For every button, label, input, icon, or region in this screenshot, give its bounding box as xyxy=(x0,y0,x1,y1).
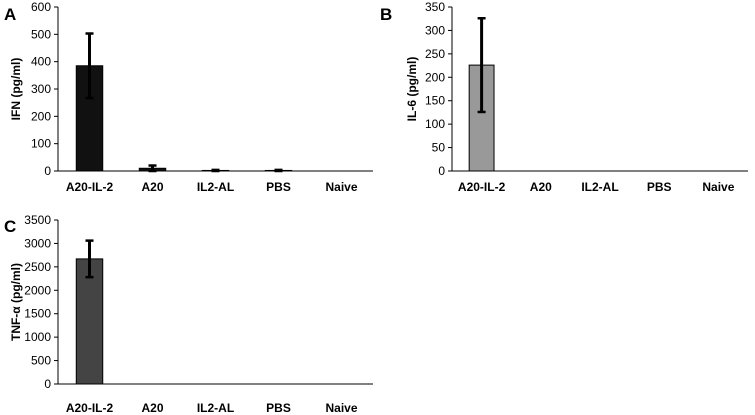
chart-panel-c: C TNF-α (pg/ml) 0 500 1000 1500 2000 2500 3000 35… xyxy=(4,213,373,415)
bar xyxy=(75,258,104,385)
x-category-label: A20-IL-2 xyxy=(66,180,114,194)
y-tick-label: 400 xyxy=(31,55,51,69)
y-tick-label: 350 xyxy=(425,0,445,14)
y-tick-label: 200 xyxy=(425,70,445,84)
y-axis-title: IFN (pg/ml) xyxy=(9,58,23,121)
bar xyxy=(468,64,495,172)
x-category-label: A20 xyxy=(141,180,163,194)
panel-letter: B xyxy=(380,5,392,24)
y-tick-label: 1500 xyxy=(24,307,51,321)
y-tick-label: 500 xyxy=(31,27,51,41)
x-category-label: PBS xyxy=(266,180,291,194)
y-tick-label: 100 xyxy=(425,117,445,131)
y-tick-label: 100 xyxy=(31,137,51,151)
chart-panel-b: B IL-6 (pg/ml) 0 50 100 150 200 250 300 350 A20-IL… xyxy=(380,0,748,194)
x-category-label: IL2-AL xyxy=(581,180,618,194)
x-category-label: Naive xyxy=(325,180,357,194)
y-tick-label: 300 xyxy=(425,23,445,37)
y-tick-label: 150 xyxy=(425,94,445,108)
y-axis-title: IL-6 (pg/ml) xyxy=(405,57,419,122)
y-tick-label: 500 xyxy=(31,354,51,368)
chart-panel-a: A IFN (pg/ml) 0 100 200 300 400 500 600 A20-IL-2 A… xyxy=(4,0,373,194)
y-tick-label: 200 xyxy=(31,109,51,123)
x-category-label: A20 xyxy=(141,401,163,415)
y-tick-label: 50 xyxy=(432,141,446,155)
x-category-label: PBS xyxy=(266,401,291,415)
y-tick-label: 2000 xyxy=(24,283,51,297)
y-tick-label: 3500 xyxy=(24,213,51,227)
y-tick-label: 250 xyxy=(425,47,445,61)
y-tick-label: 300 xyxy=(31,82,51,96)
x-category-label: IL2-AL xyxy=(197,180,234,194)
y-tick-label: 600 xyxy=(31,0,51,14)
y-tick-label: 0 xyxy=(44,164,51,178)
x-category-label: Naive xyxy=(325,401,357,415)
y-tick-label: 0 xyxy=(438,164,445,178)
y-tick-label: 2500 xyxy=(24,260,51,274)
y-tick-label: 1000 xyxy=(24,330,51,344)
panel-letter: A xyxy=(4,5,16,24)
x-category-label: A20 xyxy=(530,180,552,194)
y-tick-label: 0 xyxy=(44,377,51,391)
y-tick-label: 3000 xyxy=(24,236,51,250)
x-category-label: A20-IL-2 xyxy=(458,180,506,194)
x-category-label: Naive xyxy=(702,180,734,194)
panel-letter: C xyxy=(4,217,16,236)
x-category-label: PBS xyxy=(647,180,672,194)
x-category-label: IL2-AL xyxy=(197,401,234,415)
y-axis-title: TNF-α (pg/ml) xyxy=(9,263,23,341)
x-category-label: A20-IL-2 xyxy=(66,401,114,415)
